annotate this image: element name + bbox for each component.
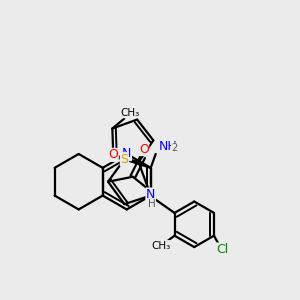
Text: Cl: Cl	[216, 243, 228, 256]
Text: N: N	[146, 188, 155, 201]
Text: N: N	[122, 148, 131, 160]
Text: CH₃: CH₃	[151, 241, 170, 250]
Text: S: S	[120, 153, 128, 166]
Text: 2: 2	[172, 143, 178, 153]
Text: NH: NH	[159, 140, 177, 152]
Text: CH₃: CH₃	[121, 108, 140, 118]
Text: O: O	[108, 148, 118, 161]
Text: H: H	[148, 199, 155, 208]
Text: O: O	[139, 142, 149, 155]
